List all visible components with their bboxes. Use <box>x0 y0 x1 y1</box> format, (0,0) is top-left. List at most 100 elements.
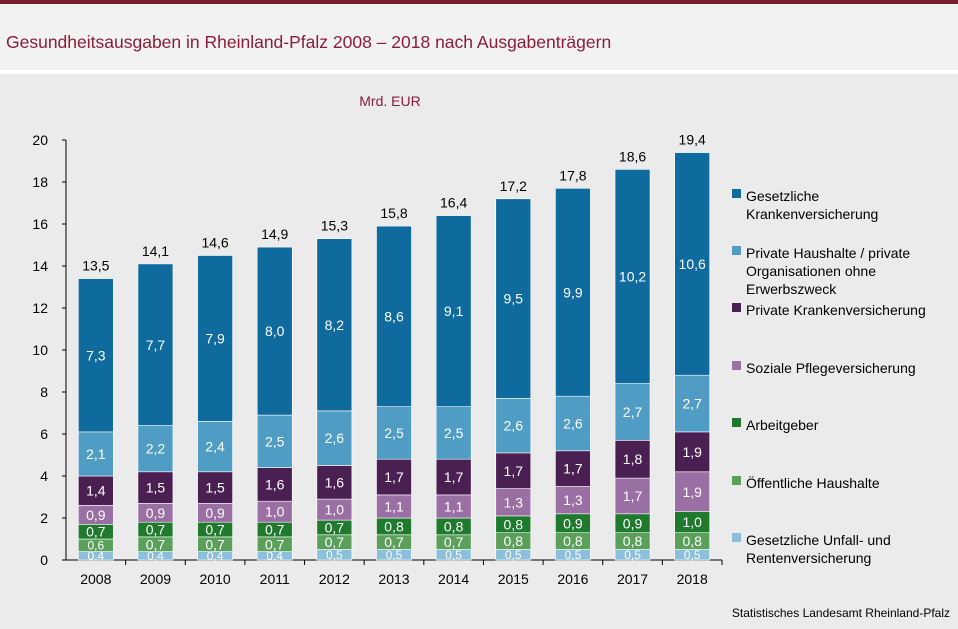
total-value-label: 14,9 <box>261 226 288 242</box>
segment-value-label: 0,9 <box>623 515 643 531</box>
segment-value-label: 0,7 <box>265 522 285 538</box>
bar-segment <box>197 471 233 504</box>
x-tick-label: 2015 <box>498 571 529 587</box>
bar-segment <box>614 439 651 479</box>
y-tick-label: 6 <box>40 426 48 442</box>
bar-segment <box>674 152 710 376</box>
bar-segment <box>137 263 174 426</box>
segment-value-label: 8,0 <box>265 323 285 339</box>
segment-value-label: 0,4 <box>266 549 283 563</box>
segment-value-label: 1,4 <box>86 483 106 499</box>
y-tick-label: 4 <box>40 468 48 484</box>
segment-value-label: 0,7 <box>325 534 345 550</box>
segment-value-label: 0,5 <box>624 548 641 562</box>
segment-value-label: 1,9 <box>682 484 702 500</box>
legend-label: Soziale Pflegeversicherung <box>746 360 916 376</box>
y-tick-label: 10 <box>32 342 48 358</box>
segment-value-label: 2,5 <box>444 425 464 441</box>
legend-label: Gesetzliche Unfall- und Rentenversicheru… <box>746 532 891 566</box>
legend-swatch <box>732 303 741 312</box>
y-tick-label: 8 <box>40 384 48 400</box>
segment-value-label: 0,7 <box>325 519 345 535</box>
segment-value-label: 2,6 <box>563 416 583 432</box>
y-tick-label: 18 <box>32 174 48 190</box>
bar-segment <box>495 397 532 454</box>
bar-segment <box>376 406 412 460</box>
segment-value-label: 1,3 <box>563 492 583 508</box>
legend-swatch <box>732 476 741 485</box>
y-tick-label: 0 <box>40 552 48 568</box>
segment-value-label: 0,7 <box>205 522 225 538</box>
total-value-label: 19,4 <box>679 132 706 148</box>
segment-value-label: 10,2 <box>619 269 646 285</box>
x-tick-label: 2010 <box>200 571 231 587</box>
legend-label: Private Krankenversicherung <box>746 302 926 318</box>
segment-value-label: 0,5 <box>326 548 343 562</box>
y-tick-label: 20 <box>32 132 48 148</box>
segment-value-label: 9,5 <box>504 291 524 307</box>
segment-value-label: 0,8 <box>623 533 643 549</box>
segment-value-label: 8,2 <box>325 317 345 333</box>
bar-segment <box>78 431 114 477</box>
total-value-label: 14,6 <box>201 235 228 251</box>
segment-value-label: 1,1 <box>384 498 404 514</box>
segment-value-label: 1,7 <box>504 463 524 479</box>
chart-title: Gesundheitsausgaben in Rheinland-Pfalz 2… <box>6 32 612 52</box>
bar-segment <box>435 215 472 408</box>
legend-swatch <box>732 361 741 370</box>
segment-value-label: 0,9 <box>563 515 583 531</box>
segment-value-label: 7,9 <box>205 330 225 346</box>
segment-value-label: 1,0 <box>682 514 702 530</box>
segment-value-label: 0,5 <box>445 548 462 562</box>
x-tick-label: 2017 <box>617 571 648 587</box>
bar-segment <box>197 255 233 422</box>
legend-label: Private Haushalte / private Organisation… <box>746 245 911 297</box>
data-labels: 0,40,60,70,91,42,17,313,50,40,70,70,91,5… <box>82 132 706 564</box>
legend-label: Öffentliche Haushalte <box>746 475 880 491</box>
bar-segment <box>555 450 591 487</box>
bar-segment <box>316 238 353 412</box>
x-tick-label: 2018 <box>677 571 708 587</box>
segment-value-label: 1,5 <box>205 480 225 496</box>
segment-value-label: 1,7 <box>563 461 583 477</box>
segment-value-label: 0,7 <box>205 536 225 552</box>
segment-value-label: 0,8 <box>563 533 583 549</box>
segment-value-label: 2,7 <box>682 396 702 412</box>
total-value-label: 17,8 <box>559 167 586 183</box>
segment-value-label: 0,4 <box>147 549 164 563</box>
segment-value-label: 1,6 <box>325 474 345 490</box>
segment-value-label: 1,3 <box>504 494 524 510</box>
x-tick-label: 2014 <box>438 571 469 587</box>
bar-segment <box>256 246 293 416</box>
segment-value-label: 0,5 <box>565 548 582 562</box>
legend-swatch <box>732 246 741 255</box>
segment-value-label: 1,7 <box>444 469 464 485</box>
segment-value-label: 1,1 <box>444 498 464 514</box>
segment-value-label: 0,9 <box>205 505 225 521</box>
y-tick-label: 2 <box>40 510 48 526</box>
bar-segment <box>78 278 114 433</box>
bar-segment <box>555 188 591 397</box>
segment-value-label: 0,7 <box>265 536 285 552</box>
segment-value-label: 9,1 <box>444 303 464 319</box>
segment-value-label: 7,3 <box>86 347 106 363</box>
segment-value-label: 10,6 <box>679 256 706 272</box>
segment-value-label: 1,7 <box>623 488 643 504</box>
y-tick-label: 14 <box>32 258 48 274</box>
legend-label: Arbeitgeber <box>746 417 819 433</box>
segment-value-label: 0,8 <box>444 518 464 534</box>
bar-segment <box>495 488 532 517</box>
segment-value-label: 2,4 <box>205 439 225 455</box>
segment-value-label: 2,2 <box>146 441 166 457</box>
total-value-label: 16,4 <box>440 195 467 211</box>
bar-segment <box>614 477 651 515</box>
segment-value-label: 2,1 <box>86 446 106 462</box>
segment-value-label: 1,0 <box>265 504 285 520</box>
y-tick-label: 12 <box>32 300 48 316</box>
x-tick-label: 2012 <box>319 571 350 587</box>
bar-segment <box>256 414 293 468</box>
legend-label: Gesetzliche Krankenversicherung <box>746 188 879 222</box>
x-tick-label: 2016 <box>557 571 588 587</box>
x-tick-label: 2008 <box>80 571 111 587</box>
segment-value-label: 0,7 <box>146 536 166 552</box>
